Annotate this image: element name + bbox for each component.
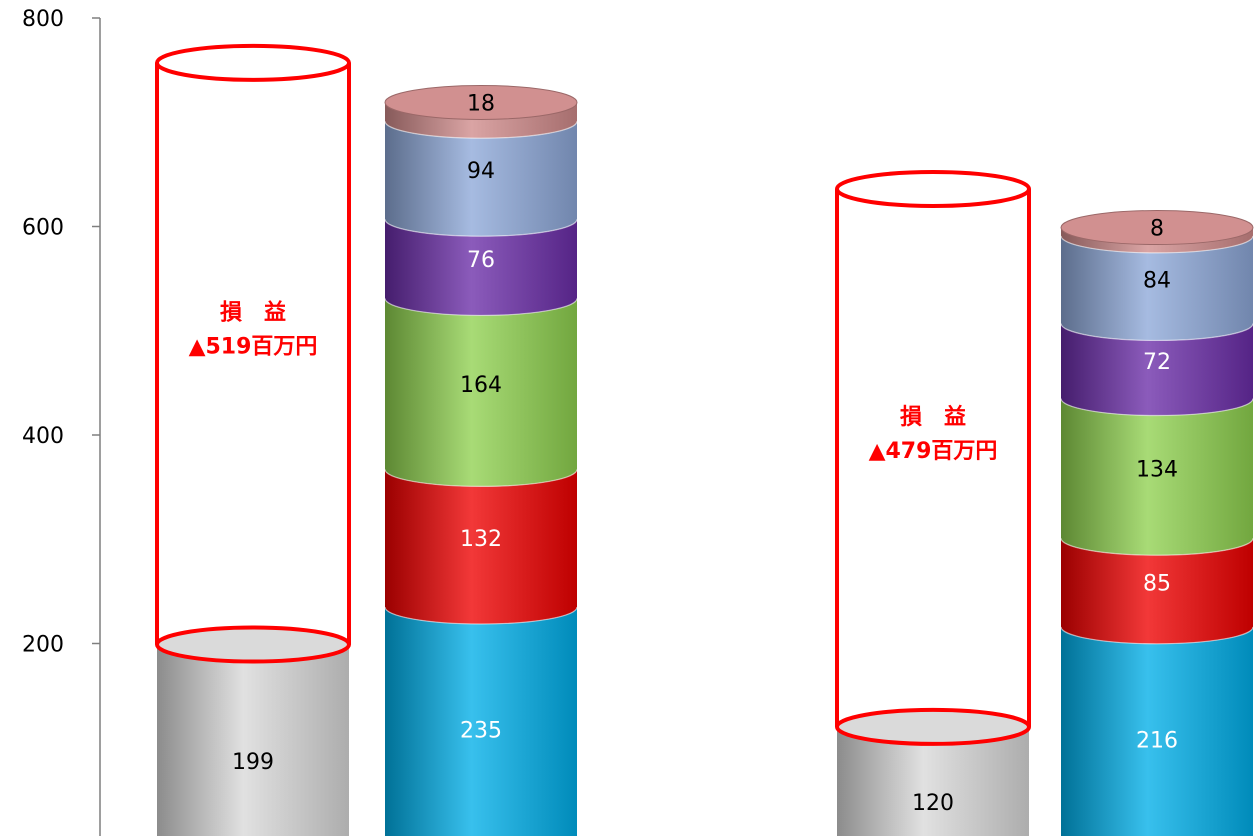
expense-segment-label: 94 bbox=[467, 159, 495, 184]
expense-segment-label: 76 bbox=[467, 248, 495, 273]
expense-segment-4: 76 bbox=[384, 219, 578, 317]
expense-segment-4: 72 bbox=[1060, 323, 1254, 417]
y-axis: 800 600 400 200 bbox=[22, 7, 101, 836]
y-tick-label: 400 bbox=[22, 424, 64, 449]
loss-outline-bottom bbox=[155, 625, 351, 664]
loss-annotation-title: 損 益 bbox=[220, 300, 286, 326]
revenue-cylinder bbox=[156, 627, 350, 836]
expense-segment-6-body bbox=[1061, 227, 1253, 253]
expense-segment-5: 94 bbox=[384, 121, 578, 237]
expense-segment-5-body bbox=[385, 121, 577, 237]
expense-segment-5: 84 bbox=[1060, 235, 1254, 342]
expense-segment-2: 85 bbox=[1060, 538, 1254, 645]
expense-segment-label: 18 bbox=[467, 91, 495, 116]
revenue-cylinder-body bbox=[837, 726, 1029, 836]
expense-segment-label: 164 bbox=[460, 373, 502, 398]
expense-segment-6-top bbox=[384, 84, 578, 120]
loss-annotation-value: ▲479百万円 bbox=[869, 439, 998, 464]
loss-outline-top bbox=[155, 43, 351, 82]
expense-segment-6-body bbox=[385, 102, 577, 139]
loss-annotation-value: ▲519百万円 bbox=[189, 335, 318, 360]
expense-segment-3-body bbox=[1061, 398, 1253, 556]
expense-segment-label: 72 bbox=[1143, 350, 1171, 375]
expense-segment-6: 18 bbox=[384, 84, 578, 139]
revenue-cylinder bbox=[836, 709, 1030, 836]
loss-outline-top bbox=[835, 169, 1031, 208]
expense-segment-1-body bbox=[1061, 626, 1253, 836]
expense-segment-label: 8 bbox=[1150, 217, 1164, 242]
loss-outline-bottom bbox=[835, 707, 1031, 746]
expense-segment-5-body bbox=[1061, 235, 1253, 341]
y-tick-label: 800 bbox=[22, 7, 64, 32]
expense-segment-1: 235 bbox=[385, 607, 577, 836]
expense-segment-label: 84 bbox=[1143, 269, 1171, 294]
expense-segment-4-body bbox=[1061, 323, 1253, 416]
expense-segment-1: 216 bbox=[1061, 626, 1253, 836]
loss-outline-cylinder: 損 益 ▲479百万円 bbox=[835, 169, 1031, 746]
bar-group-2: 120 損 益 ▲479百万円 216 85 134 72 84 8 bbox=[835, 169, 1254, 836]
expense-segment-3: 164 bbox=[384, 298, 578, 487]
loss-outline-cylinder: 損 益 ▲519百万円 bbox=[155, 43, 351, 664]
expense-segment-label: 235 bbox=[460, 719, 502, 744]
expense-segment-2: 132 bbox=[384, 469, 578, 625]
bar-group-1: 199 損 益 ▲519百万円 235 132 164 76 94 18 bbox=[155, 43, 578, 836]
expense-segment-label: 216 bbox=[1136, 728, 1178, 753]
revenue-value-label: 120 bbox=[912, 791, 954, 816]
expense-segment-2-body bbox=[1061, 538, 1253, 644]
expense-segment-2-body bbox=[385, 469, 577, 625]
expense-segment-6-top bbox=[1060, 210, 1254, 246]
expense-segment-3: 134 bbox=[1060, 398, 1254, 556]
plot-area: 199 損 益 ▲519百万円 235 132 164 76 94 18 120 損 益 ▲479百万… bbox=[155, 43, 1254, 836]
expense-segment-6: 8 bbox=[1060, 210, 1254, 254]
expense-segment-label: 132 bbox=[460, 527, 502, 552]
revenue-cylinder-body bbox=[157, 644, 349, 836]
expense-segment-1-body bbox=[385, 607, 577, 836]
loss-annotation-title: 損 益 bbox=[900, 404, 966, 430]
expense-segment-3-body bbox=[385, 298, 577, 487]
y-tick-label: 200 bbox=[22, 633, 64, 658]
expense-segment-label: 85 bbox=[1143, 572, 1171, 597]
expense-segment-4-body bbox=[385, 219, 577, 316]
y-tick-label: 600 bbox=[22, 216, 64, 241]
expense-segment-label: 134 bbox=[1136, 457, 1178, 482]
revenue-value-label: 199 bbox=[232, 750, 274, 775]
